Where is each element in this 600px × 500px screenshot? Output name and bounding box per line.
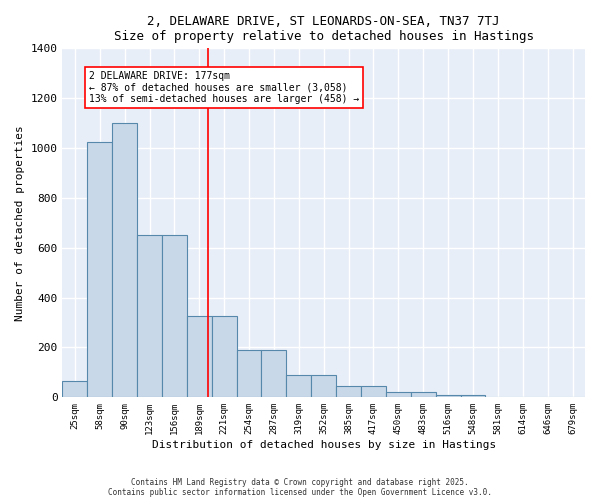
Bar <box>336 386 361 398</box>
Bar <box>62 381 88 398</box>
Bar <box>262 350 286 398</box>
Bar <box>88 142 112 398</box>
Y-axis label: Number of detached properties: Number of detached properties <box>15 125 25 320</box>
Bar <box>187 316 212 398</box>
Bar <box>386 392 411 398</box>
Text: Contains HM Land Registry data © Crown copyright and database right 2025.
Contai: Contains HM Land Registry data © Crown c… <box>108 478 492 497</box>
Bar <box>137 236 162 398</box>
Bar <box>212 316 236 398</box>
Bar <box>411 392 436 398</box>
Title: 2, DELAWARE DRIVE, ST LEONARDS-ON-SEA, TN37 7TJ
Size of property relative to det: 2, DELAWARE DRIVE, ST LEONARDS-ON-SEA, T… <box>114 15 534 43</box>
Bar <box>436 395 461 398</box>
Bar <box>162 236 187 398</box>
Bar <box>461 395 485 398</box>
Bar <box>286 375 311 398</box>
X-axis label: Distribution of detached houses by size in Hastings: Distribution of detached houses by size … <box>152 440 496 450</box>
Bar <box>112 123 137 398</box>
Bar <box>236 350 262 398</box>
Bar <box>361 386 386 398</box>
Bar <box>311 375 336 398</box>
Text: 2 DELAWARE DRIVE: 177sqm
← 87% of detached houses are smaller (3,058)
13% of sem: 2 DELAWARE DRIVE: 177sqm ← 87% of detach… <box>89 71 359 104</box>
